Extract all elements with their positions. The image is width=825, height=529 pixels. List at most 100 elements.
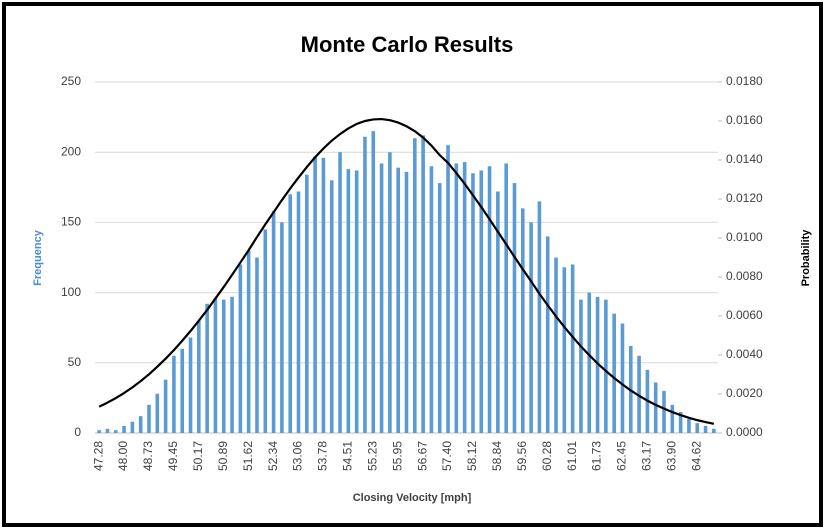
y2-tick-label: 0.0020	[726, 386, 763, 400]
y2-tick-label: 0.0080	[726, 269, 763, 283]
y2-tick-label: 0.0100	[726, 230, 763, 244]
bar	[155, 393, 160, 433]
bar	[338, 152, 342, 433]
x-tick-label: 59.56	[515, 441, 529, 471]
bar	[446, 145, 450, 433]
bar	[138, 416, 143, 433]
y2-axis-title: Probability	[800, 229, 812, 287]
bar	[670, 404, 675, 433]
x-tick-label: 55.95	[390, 441, 404, 471]
bar	[363, 136, 367, 434]
x-tick-label: 61.01	[565, 441, 579, 471]
bar	[429, 166, 434, 434]
bar	[562, 267, 567, 433]
bar	[313, 156, 317, 434]
y-tick-label: 0	[74, 425, 81, 439]
x-tick-label: 63.17	[640, 441, 654, 471]
bar	[437, 183, 442, 433]
bar	[595, 296, 600, 433]
x-tick-label: 50.17	[191, 441, 205, 471]
bar	[612, 313, 616, 433]
bar	[662, 390, 666, 433]
y2-tick-label: 0.0180	[726, 74, 763, 88]
bar	[421, 135, 425, 434]
bar	[188, 337, 193, 433]
bar	[288, 194, 293, 433]
x-tick-label: 48.73	[141, 441, 155, 471]
y-tick-label: 150	[61, 215, 81, 229]
bar	[97, 430, 101, 433]
bar	[545, 236, 550, 433]
bar	[703, 425, 708, 433]
chart-title: Monte Carlo Results	[301, 32, 514, 57]
x-tick-label: 57.40	[440, 441, 454, 471]
bar	[221, 299, 226, 433]
bar	[520, 208, 525, 433]
bar	[271, 211, 276, 433]
bar	[604, 299, 608, 433]
bar	[205, 303, 209, 433]
x-axis-title: Closing Velocity [mph]	[353, 492, 472, 504]
x-tick-label: 61.73	[590, 441, 604, 471]
bar	[570, 264, 575, 433]
y-tick-label: 200	[61, 144, 81, 158]
bar	[653, 382, 658, 433]
y2-tick-label: 0.0140	[726, 152, 763, 166]
y2-tick-label: 0.0000	[726, 425, 763, 439]
y-axis-title: Frequency	[32, 229, 44, 286]
bar	[329, 180, 334, 433]
bar	[255, 257, 259, 433]
x-tick-label: 58.84	[490, 441, 504, 471]
line	[98, 117, 715, 425]
bar	[180, 348, 185, 433]
bar	[537, 201, 542, 433]
bar	[487, 166, 492, 434]
x-tick-label: 50.89	[216, 441, 230, 471]
bar	[678, 411, 683, 433]
bar	[637, 355, 641, 433]
bar	[230, 296, 234, 433]
bar	[620, 323, 625, 433]
x-tick-label: 52.34	[266, 441, 280, 471]
bar	[197, 320, 201, 433]
bar	[213, 298, 218, 433]
bar	[371, 131, 376, 433]
y2-tick-label: 0.0120	[726, 191, 763, 205]
bar	[587, 292, 592, 433]
x-tick-label: 62.45	[615, 441, 629, 471]
bar	[147, 404, 151, 433]
x-tick-label: 47.28	[91, 441, 105, 471]
x-tick-label: 53.06	[291, 441, 305, 471]
bar	[687, 418, 691, 433]
bar	[346, 169, 351, 433]
bar	[305, 174, 309, 433]
y-tick-label: 50	[68, 355, 82, 369]
bar	[579, 299, 583, 433]
x-tick-label: 51.62	[241, 441, 255, 471]
bar	[354, 170, 359, 433]
bar	[105, 428, 110, 433]
bar	[554, 257, 558, 433]
x-tick-label: 58.12	[465, 441, 479, 471]
x-tick-label: 64.62	[689, 441, 703, 471]
x-tick-label: 48.00	[116, 441, 130, 471]
x-tick-label: 55.23	[365, 441, 379, 471]
bar	[471, 173, 475, 433]
bar	[695, 423, 700, 433]
bar	[296, 191, 301, 433]
x-tick-label: 60.28	[540, 441, 554, 471]
y2-tick-label: 0.0040	[726, 347, 763, 361]
bar	[263, 229, 268, 433]
y-tick-label: 100	[61, 285, 81, 299]
bar	[396, 167, 400, 434]
bar	[529, 222, 533, 433]
bar	[496, 191, 500, 433]
bar	[512, 183, 517, 433]
y2-tick-label: 0.0060	[726, 308, 763, 322]
bar	[163, 379, 168, 433]
x-tick-label: 49.45	[166, 441, 180, 471]
bar	[130, 421, 135, 433]
bar	[504, 163, 508, 433]
bar	[388, 152, 392, 433]
